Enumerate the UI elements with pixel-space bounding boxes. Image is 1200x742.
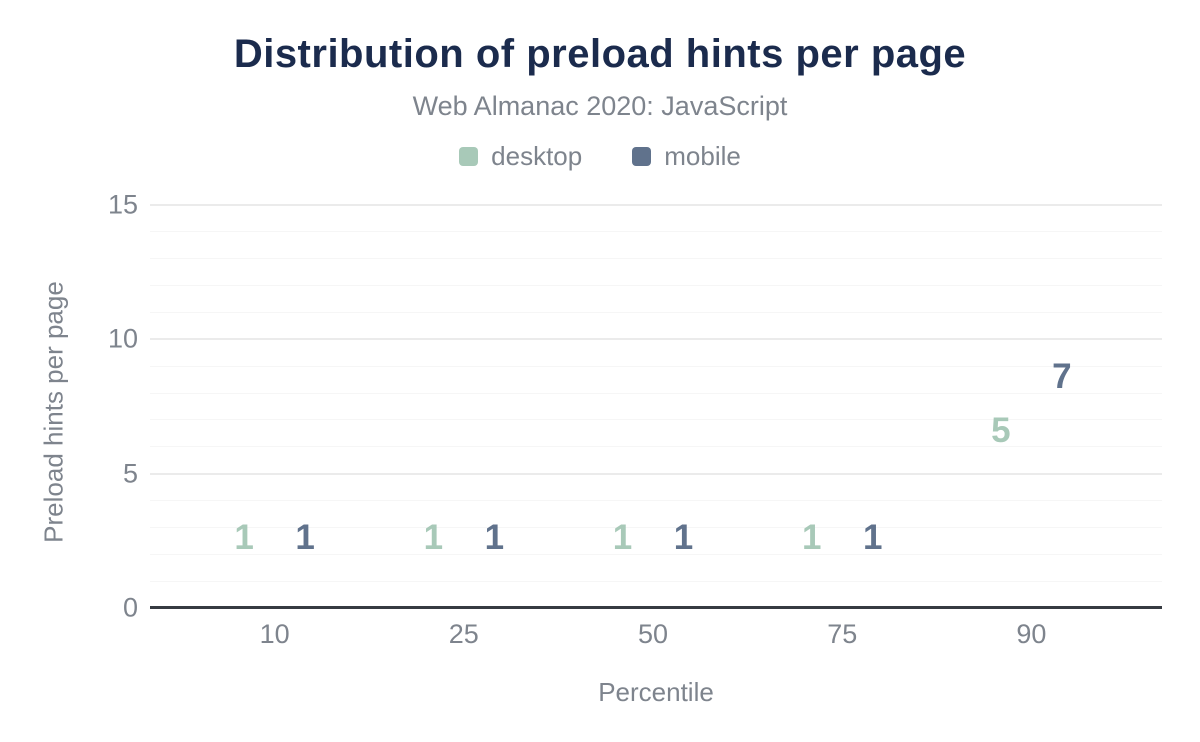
bar-value-label-desktop-p10: 1 bbox=[234, 518, 254, 558]
bar-value-label-mobile-p75: 1 bbox=[862, 518, 883, 558]
x-axis-title: Percentile bbox=[598, 677, 714, 707]
mobile-color-swatch bbox=[632, 147, 652, 166]
x-tick-label-50: 50 bbox=[637, 619, 669, 649]
legend-label-desktop: desktop bbox=[491, 141, 583, 171]
gridline-minor bbox=[150, 285, 1162, 287]
bar-wrap-mobile-p25: 1 bbox=[467, 520, 522, 608]
gridline-minor bbox=[150, 446, 1162, 448]
gridline-minor bbox=[150, 553, 1162, 555]
gridline-minor bbox=[150, 419, 1162, 421]
gridline-minor bbox=[150, 311, 1162, 313]
x-tick-label-25: 25 bbox=[448, 619, 479, 649]
legend-item-desktop[interactable]: desktop bbox=[459, 141, 582, 172]
bar-value-label-desktop-p90: 5 bbox=[991, 410, 1011, 450]
bar-value-label-mobile-p10: 1 bbox=[295, 518, 315, 558]
x-axis-line bbox=[150, 606, 1162, 609]
y-tick-label: 0 bbox=[122, 592, 138, 623]
bar-wrap-desktop-p90: 5 bbox=[973, 413, 1028, 608]
gridline-major bbox=[150, 204, 1162, 206]
page-title: Distribution of preload hints per page bbox=[233, 32, 967, 76]
bar-value-label-desktop-p75: 1 bbox=[801, 518, 822, 558]
bar-value-label-mobile-p90: 7 bbox=[1052, 356, 1072, 396]
bar-wrap-desktop-p25: 1 bbox=[406, 520, 461, 608]
gridline-minor bbox=[150, 365, 1162, 367]
gridline-major bbox=[150, 472, 1162, 475]
gridline-minor bbox=[150, 392, 1162, 394]
chart-legend: desktop mobile bbox=[0, 141, 1200, 172]
bar-value-label-desktop-p50: 1 bbox=[612, 518, 633, 558]
y-tick-label: 10 bbox=[107, 323, 138, 354]
chart-subtitle: Web Almanac 2020: JavaScript bbox=[412, 91, 788, 121]
gridline-minor bbox=[150, 231, 1162, 233]
bar-wrap-mobile-p75: 1 bbox=[845, 520, 900, 608]
y-axis-tick-labels: 0 5 10 15 bbox=[0, 189, 138, 621]
gridline-minor bbox=[150, 500, 1162, 502]
bar-wrap-desktop-p50: 1 bbox=[595, 520, 650, 608]
bar-value-label-desktop-p25: 1 bbox=[423, 518, 444, 558]
legend-item-mobile[interactable]: mobile bbox=[632, 141, 741, 172]
bar-wrap-desktop-p10: 1 bbox=[217, 520, 272, 608]
x-axis-tick-labels: 10 25 50 75 90 bbox=[180, 619, 1126, 650]
gridline-minor bbox=[150, 580, 1162, 582]
desktop-color-swatch bbox=[459, 147, 479, 166]
bar-wrap-mobile-p50: 1 bbox=[656, 520, 711, 608]
y-tick-label: 15 bbox=[107, 189, 138, 220]
x-tick-label-90: 90 bbox=[1016, 619, 1047, 649]
bar-wrap-desktop-p75: 1 bbox=[784, 520, 839, 608]
gridline-major bbox=[150, 338, 1162, 341]
bar-wrap-mobile-p90: 7 bbox=[1034, 359, 1089, 608]
x-tick-label-75: 75 bbox=[827, 619, 858, 649]
gridline-minor bbox=[150, 526, 1162, 528]
y-tick-label: 5 bbox=[122, 458, 138, 489]
legend-label-mobile: mobile bbox=[664, 141, 741, 171]
gridline-minor bbox=[150, 258, 1162, 260]
x-tick-label-10: 10 bbox=[259, 619, 290, 649]
bar-value-label-mobile-p25: 1 bbox=[484, 518, 505, 558]
bar-value-label-mobile-p50: 1 bbox=[673, 518, 694, 558]
bar-wrap-mobile-p10: 1 bbox=[278, 520, 333, 608]
